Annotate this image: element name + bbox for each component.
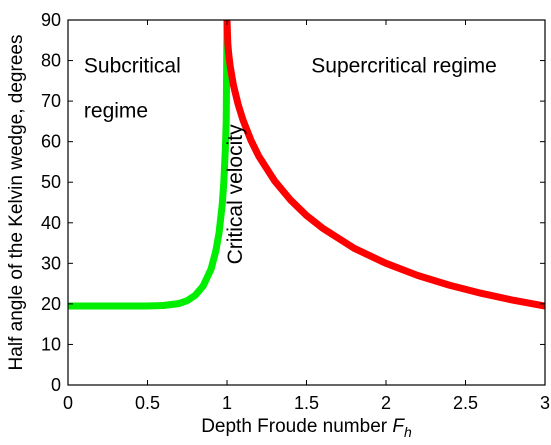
annotation-3: Supercritical regime <box>311 55 497 78</box>
y-tick-label: 70 <box>41 91 61 111</box>
annotation-2: regime <box>84 99 148 122</box>
series-layer <box>68 19 546 310</box>
x-tick-label: 3 <box>540 393 550 413</box>
x-axis-label-subscript: h <box>404 424 412 440</box>
y-tick-label: 10 <box>41 334 61 354</box>
y-axis-label: Half angle of the Kelvin wedge, degrees <box>6 35 27 371</box>
y-tick-label: 60 <box>41 132 61 152</box>
y-tick-label: 50 <box>41 172 61 192</box>
x-tick-label: 2.5 <box>453 393 478 413</box>
x-tick-label: 0 <box>63 393 73 413</box>
annotation-4: Critical velocity <box>224 124 247 265</box>
x-tick-label: 1.5 <box>294 393 319 413</box>
x-axis-label: Depth Froude number Fh <box>201 416 412 440</box>
annotation-layer: Subcritical regime Supercritical regime Cri… <box>84 55 497 265</box>
series-line-2 <box>223 19 546 310</box>
y-tick-label: 20 <box>41 294 61 314</box>
annotation-1: Subcritical <box>84 55 181 78</box>
x-tick-label: 0.5 <box>135 393 160 413</box>
series-line-1 <box>68 19 231 310</box>
y-tick-label: 30 <box>41 253 61 273</box>
y-tick-label: 40 <box>41 213 61 233</box>
x-tick-label: 2 <box>381 393 391 413</box>
y-tick-label: 80 <box>41 51 61 71</box>
y-tick-label: 0 <box>51 375 61 395</box>
x-axis-label-text: Depth Froude number <box>201 416 388 437</box>
x-tick-label: 1 <box>222 393 232 413</box>
y-tick-label: 90 <box>41 10 61 30</box>
x-axis-label-symbol: F <box>392 416 405 437</box>
